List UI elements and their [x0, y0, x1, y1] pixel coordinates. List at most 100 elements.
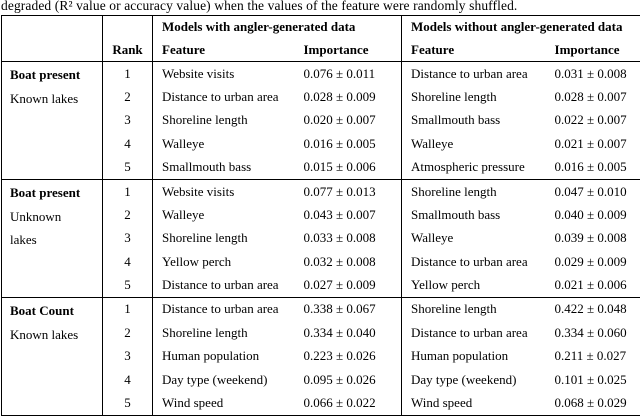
feature-with-column-header: Feature: [152, 38, 303, 62]
importance-with-cell: 0.077 ± 0.013: [302, 178, 402, 204]
group-subtitle: Unknown: [10, 208, 62, 224]
table-row: 2 Shoreline length 0.334 ± 0.040 Distance t…: [2, 321, 640, 345]
rank-cell: 2: [102, 85, 153, 109]
header-columns-row: Rank Feature Importance Feature Importan…: [1, 38, 640, 62]
table-block: Boat Count Known lakes 1 Distance to urban …: [1, 296, 640, 416]
importance-with-cell: 0.334 ± 0.040: [303, 324, 376, 340]
table-row: 3 Shoreline length 0.020 ± 0.007 Smallmouth…: [2, 108, 640, 133]
header-empty-cell: [1, 38, 103, 62]
rank-cell: 5: [102, 391, 153, 416]
rank-column-header: Rank: [102, 38, 153, 62]
header-empty-cell: [102, 15, 153, 39]
importance-with-cell: 0.016 ± 0.005: [303, 136, 376, 152]
feature-with-cell: Day type (weekend): [152, 368, 303, 392]
rank-cell: 1: [102, 61, 153, 86]
rank-cell: 5: [102, 273, 153, 298]
feature-with-cell: Distance to urban area: [152, 296, 303, 322]
feature-importance-table: Models with angler-generated data Models…: [1, 15, 640, 416]
feature-without-cell: Human population: [401, 344, 554, 369]
feature-with-cell: Distance to urban area: [152, 85, 303, 109]
feature-with-cell: Smallmouth bass: [152, 155, 303, 180]
group-title: Boat Count: [10, 302, 74, 318]
importance-without-cell: 0.040 ± 0.009: [554, 206, 627, 222]
importance-with-cell: 0.066 ± 0.022: [303, 395, 376, 411]
table-row: Boat present Known lakes 1 Website visits 0.…: [1, 61, 640, 180]
feature-without-cell: Smallmouth bass: [401, 108, 554, 133]
group-title: Boat present: [10, 67, 81, 82]
importance-without-cell: 0.031 ± 0.008: [553, 61, 640, 86]
group-subtitle: Known lakes: [10, 90, 79, 106]
importance-with-cell: 0.338 ± 0.067: [302, 296, 402, 322]
table-row: 2 Distance to urban area 0.028 ± 0.009 Shor…: [2, 85, 640, 109]
feature-without-cell: Wind speed: [401, 391, 554, 416]
header-span-row: Models with angler-generated data Models…: [2, 15, 640, 39]
importance-without-cell: 0.022 ± 0.007: [554, 112, 627, 128]
feature-with-cell: Website visits: [152, 178, 303, 204]
table-row: 4 Walleye 0.016 ± 0.005 Walleye 0.021 ± 0.00…: [2, 132, 640, 156]
importance-with-cell: 0.033 ± 0.008: [303, 230, 376, 246]
with-data-section-header: Models with angler-generated data: [151, 15, 402, 39]
feature-without-cell: Shoreline length: [401, 178, 554, 204]
header-empty-cell: [2, 16, 103, 39]
importance-without-cell: 0.021 ± 0.006: [554, 277, 627, 293]
rank-cell: 1: [102, 178, 153, 204]
rank-cell: 2: [102, 203, 153, 227]
rank-cell: 3: [102, 108, 153, 133]
table-row: Boat Count Known lakes 1 Distance to urban …: [1, 296, 640, 416]
feature-with-cell: Shoreline length: [152, 226, 303, 251]
rank-cell: 4: [102, 368, 153, 392]
importance-with-cell: 0.095 ± 0.026: [303, 372, 376, 388]
importance-with-cell: 0.043 ± 0.007: [303, 206, 376, 222]
row-group-label-cell: Boat present Unknown lakes: [1, 178, 103, 298]
feature-without-cell: Distance to urban area: [401, 250, 554, 274]
importance-with-cell: 0.027 ± 0.009: [303, 277, 376, 293]
feature-with-cell: Walleye: [152, 132, 303, 156]
feature-without-cell: Shoreline length: [401, 85, 554, 109]
feature-with-cell: Website visits: [152, 61, 303, 86]
importance-with-cell: 0.076 ± 0.011: [302, 61, 402, 86]
feature-with-cell: Shoreline length: [152, 321, 303, 345]
row-group-label-cell: Boat present Known lakes: [1, 61, 103, 180]
rank-cell: 4: [102, 250, 153, 274]
feature-without-cell: Yellow perch: [401, 273, 554, 298]
without-data-section-header: Models without angler-generated data: [401, 15, 640, 39]
table-header: Models with angler-generated data Models…: [1, 15, 640, 62]
table-row: 3 Human population 0.223 ± 0.026 Human popu…: [2, 344, 640, 369]
importance-with-cell: 0.032 ± 0.008: [303, 254, 376, 270]
importance-with-cell: 0.223 ± 0.026: [303, 348, 376, 364]
importance-without-cell: 0.021 ± 0.007: [554, 136, 627, 152]
table-row: 4 Yellow perch 0.032 ± 0.008 Distance to ur…: [2, 250, 640, 274]
feature-without-column-header: Feature: [401, 38, 554, 62]
table-row: 5 Distance to urban area 0.027 ± 0.009 Yell…: [2, 273, 640, 298]
table-caption-text: degraded (R² value or accuracy value) wh…: [1, 0, 518, 13]
feature-without-cell: Distance to urban area: [401, 61, 554, 86]
table-row: 5 Smallmouth bass 0.015 ± 0.006 Atmospheric…: [2, 155, 640, 180]
importance-without-cell: 0.211 ± 0.027: [554, 348, 627, 364]
feature-with-cell: Shoreline length: [152, 108, 303, 133]
table-row: 3 Shoreline length 0.033 ± 0.008 Walleye 0.0…: [2, 226, 640, 251]
importance-without-cell: 0.047 ± 0.010: [553, 178, 640, 204]
feature-without-cell: Walleye: [401, 226, 554, 251]
feature-without-cell: Distance to urban area: [401, 321, 554, 345]
feature-without-cell: Shoreline length: [401, 296, 554, 322]
rank-cell: 4: [102, 132, 153, 156]
feature-with-cell: Wind speed: [152, 391, 303, 416]
importance-with-cell: 0.028 ± 0.009: [303, 88, 376, 104]
table-row: 5 Wind speed 0.066 ± 0.022 Wind speed 0.068 …: [2, 391, 640, 416]
importance-without-cell: 0.422 ± 0.048: [553, 296, 640, 322]
rank-cell: 2: [102, 321, 153, 345]
feature-with-cell: Human population: [152, 344, 303, 369]
importance-without-cell: 0.101 ± 0.025: [554, 372, 627, 388]
feature-without-cell: Walleye: [401, 132, 554, 156]
rank-cell: 5: [102, 155, 153, 180]
rank-cell: 3: [102, 344, 153, 369]
group-title: Boat present: [10, 184, 81, 200]
rank-cell: 3: [102, 226, 153, 251]
group-subtitle: lakes: [10, 232, 37, 248]
importance-without-cell: 0.028 ± 0.007: [554, 88, 627, 104]
feature-without-cell: Day type (weekend): [401, 368, 554, 392]
feature-with-cell: Walleye: [152, 203, 303, 227]
importance-without-cell: 0.334 ± 0.060: [554, 324, 627, 340]
feature-without-cell: Atmospheric pressure: [401, 155, 554, 180]
table-row: Boat present Unknown lakes 1 Website visits 0…: [1, 178, 640, 298]
